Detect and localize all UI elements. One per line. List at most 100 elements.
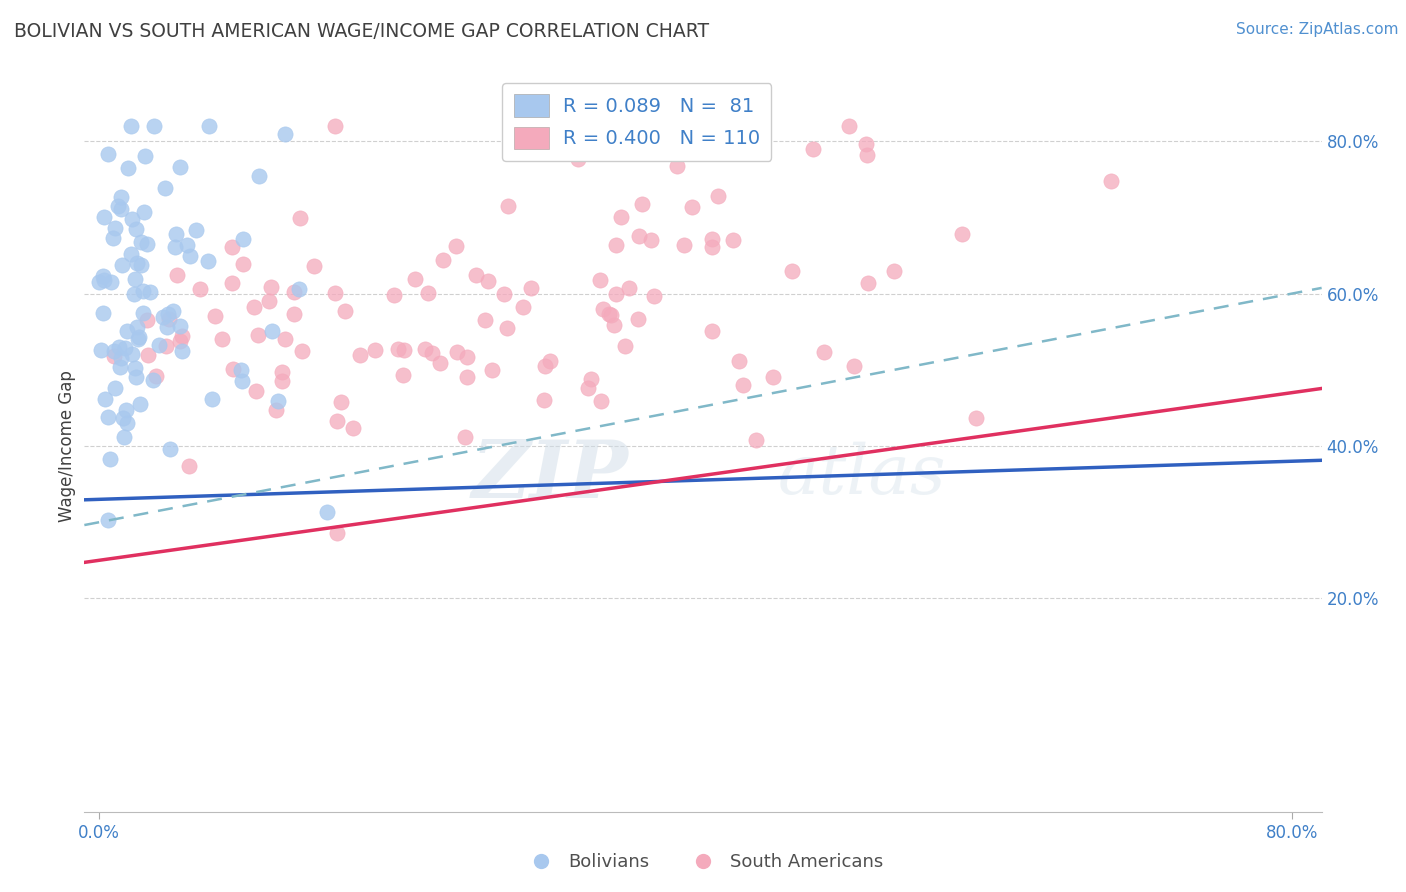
Point [197, 253, 219, 268]
Point [188, 282, 211, 296]
Point [221, 276, 243, 290]
Point [1099, 173, 1122, 187]
Point [169, 319, 191, 334]
Point [232, 257, 254, 271]
Point [107, 341, 129, 355]
Point [576, 381, 599, 395]
Point [392, 368, 415, 382]
Point [520, 281, 543, 295]
Point [599, 308, 621, 322]
Point [444, 239, 467, 253]
Point [627, 311, 650, 326]
Point [132, 205, 155, 219]
Point [965, 411, 987, 425]
Point [135, 313, 157, 327]
Point [481, 362, 503, 376]
Point [325, 414, 347, 428]
Point [186, 223, 208, 237]
Point [129, 235, 152, 249]
Point [456, 370, 478, 384]
Legend: Bolivians, South Americans: Bolivians, South Americans [516, 847, 890, 879]
Point [589, 273, 612, 287]
Point [103, 344, 125, 359]
Point [136, 348, 159, 362]
Point [326, 526, 349, 541]
Point [124, 272, 146, 286]
Point [538, 353, 561, 368]
Point [534, 359, 557, 374]
Point [270, 374, 292, 388]
Point [330, 395, 353, 409]
Point [152, 310, 174, 325]
Point [387, 343, 409, 357]
Point [267, 393, 290, 408]
Point [201, 392, 224, 407]
Point [110, 189, 132, 203]
Point [121, 212, 143, 227]
Point [115, 417, 138, 431]
Point [104, 381, 127, 395]
Point [598, 307, 620, 321]
Point [114, 341, 136, 355]
Point [127, 333, 149, 347]
Point [107, 198, 129, 212]
Point [780, 263, 803, 277]
Text: Source: ZipAtlas.com: Source: ZipAtlas.com [1236, 22, 1399, 37]
Point [132, 284, 155, 298]
Point [706, 189, 728, 203]
Point [733, 378, 755, 392]
Point [91, 268, 114, 283]
Point [631, 196, 654, 211]
Point [124, 361, 146, 376]
Point [157, 311, 180, 326]
Point [94, 392, 117, 407]
Point [110, 351, 132, 365]
Point [592, 301, 614, 316]
Point [813, 345, 835, 359]
Point [429, 356, 451, 370]
Point [128, 330, 150, 344]
Point [342, 420, 364, 434]
Point [260, 279, 283, 293]
Point [257, 294, 280, 309]
Point [132, 306, 155, 320]
Point [392, 343, 415, 357]
Point [166, 268, 188, 283]
Point [127, 319, 149, 334]
Text: atlas: atlas [778, 442, 946, 508]
Point [496, 198, 519, 212]
Point [198, 119, 221, 133]
Point [432, 252, 454, 267]
Point [91, 306, 114, 320]
Point [176, 238, 198, 252]
Point [129, 258, 152, 272]
Point [271, 365, 294, 379]
Point [148, 338, 170, 352]
Point [323, 285, 346, 300]
Point [139, 285, 162, 299]
Point [121, 347, 143, 361]
Point [125, 256, 148, 270]
Point [492, 287, 515, 301]
Point [283, 307, 305, 321]
Point [169, 160, 191, 174]
Point [605, 238, 627, 252]
Point [145, 369, 167, 384]
Point [142, 373, 165, 387]
Point [315, 505, 337, 519]
Point [125, 221, 148, 235]
Point [179, 248, 201, 262]
Point [246, 327, 269, 342]
Point [382, 287, 405, 301]
Text: ZIP: ZIP [472, 436, 628, 514]
Point [762, 369, 785, 384]
Point [104, 221, 127, 235]
Point [172, 329, 194, 343]
Point [165, 227, 187, 241]
Point [364, 343, 387, 357]
Point [231, 374, 253, 388]
Point [264, 402, 287, 417]
Point [855, 136, 877, 151]
Point [274, 332, 297, 346]
Point [169, 334, 191, 349]
